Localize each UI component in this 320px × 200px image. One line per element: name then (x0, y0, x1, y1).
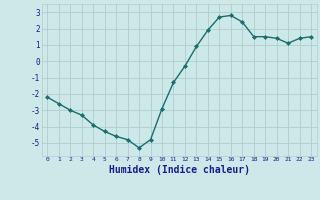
X-axis label: Humidex (Indice chaleur): Humidex (Indice chaleur) (109, 165, 250, 175)
